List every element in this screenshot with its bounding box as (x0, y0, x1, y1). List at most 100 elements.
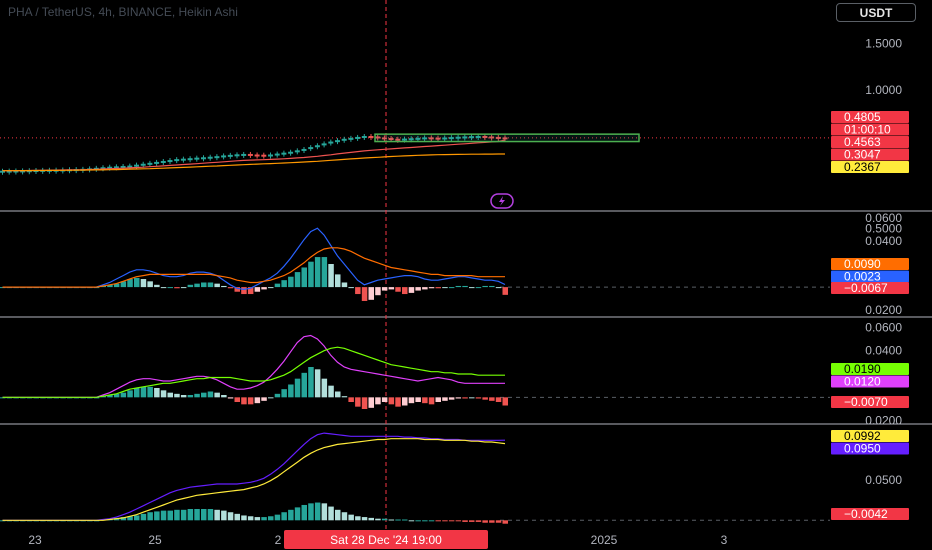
histogram-bar (462, 397, 468, 399)
price-label: 0.4805 (844, 110, 881, 124)
histogram-bar (147, 512, 153, 521)
indicator-label-bg (831, 396, 909, 408)
histogram-bar (415, 520, 421, 522)
candle (107, 166, 113, 169)
candle (375, 136, 381, 139)
histogram-bar (167, 510, 173, 521)
candle (100, 167, 106, 170)
histogram-bar (442, 520, 448, 522)
histogram-bar (167, 287, 173, 289)
histogram-bar (207, 391, 214, 398)
sma-slow-line (2, 153, 505, 172)
candle (268, 154, 273, 157)
candle (227, 154, 233, 157)
histogram-bar (234, 513, 240, 521)
histogram-bar (140, 279, 147, 288)
histogram-bar (127, 516, 133, 521)
histogram-bar (314, 369, 321, 398)
histogram-bar (120, 281, 127, 288)
candle (274, 153, 280, 156)
y-tick-label: 0.0500 (865, 473, 902, 487)
histogram-bar (247, 397, 254, 405)
histogram-bar (368, 397, 374, 408)
histogram-bar (314, 257, 321, 288)
histogram-bar (335, 391, 341, 398)
histogram-bar (341, 282, 348, 288)
candle (134, 164, 139, 167)
histogram-bar (154, 284, 160, 288)
candle (254, 154, 260, 157)
histogram-bar (455, 520, 462, 522)
histogram-bar (227, 397, 234, 399)
candle (140, 163, 146, 166)
indicator-label-bg (831, 375, 909, 388)
histogram-bar (241, 397, 247, 405)
candle (462, 136, 468, 139)
histogram-bar (274, 393, 281, 398)
candle (241, 153, 247, 156)
histogram-bar (495, 520, 502, 523)
histogram-bar (274, 283, 281, 288)
price-label-bg (831, 123, 909, 136)
histogram-bar (361, 517, 368, 521)
histogram-bar (428, 520, 435, 522)
price-label-bg (831, 111, 909, 123)
candle (388, 138, 394, 141)
histogram-bar (388, 519, 395, 521)
candle (221, 155, 227, 158)
candle (341, 138, 347, 141)
histogram-bar (234, 397, 240, 402)
histogram-bar (462, 285, 468, 288)
histogram-bar (435, 287, 441, 289)
histogram-bar (221, 285, 227, 288)
histogram-bar (469, 397, 475, 399)
candle (442, 137, 448, 140)
histogram-bar (120, 392, 127, 398)
histogram-bar (408, 287, 415, 293)
histogram-bar (221, 510, 227, 521)
histogram-bar (214, 509, 220, 521)
candle (301, 148, 307, 151)
line-orange-line (2, 247, 505, 288)
histogram-bar (201, 392, 207, 398)
histogram-bar (294, 272, 301, 288)
histogram-bar (201, 282, 207, 288)
histogram-bar (281, 280, 287, 288)
candle (368, 136, 374, 138)
histogram-bar (167, 392, 173, 398)
candle (308, 147, 314, 150)
histogram-bar (288, 384, 294, 398)
indicator-label-bg (831, 282, 909, 294)
histogram-bar (448, 397, 455, 400)
indicator-label: −0.0067 (844, 281, 888, 295)
histogram-bar (201, 509, 207, 521)
histogram-bar (422, 520, 428, 522)
candle (20, 170, 26, 173)
candle (187, 158, 193, 161)
candle (381, 137, 387, 140)
histogram-bar (127, 390, 133, 398)
histogram-bar (308, 503, 314, 521)
histogram-bar (268, 516, 274, 521)
y-tick-label: 0.0400 (865, 234, 902, 248)
symbol-header: PHA / TetherUS, 4h, BINANCE, Heikin Ashi (8, 5, 238, 19)
histogram-bar (341, 512, 348, 521)
candle (435, 137, 441, 140)
histogram-bar (469, 520, 475, 522)
histogram-bar (268, 287, 274, 289)
crosshair-date-label-bg (284, 530, 488, 549)
histogram-bar (475, 287, 482, 289)
histogram-bar (395, 287, 401, 292)
histogram-bar (408, 397, 415, 404)
lightning-icon[interactable] (490, 193, 514, 209)
histogram-bar (348, 397, 354, 402)
histogram-bar (402, 519, 408, 521)
histogram-bar (482, 397, 488, 400)
candle (469, 136, 474, 139)
histogram-bar (127, 279, 133, 288)
candle (321, 143, 327, 146)
x-tick-label: 25 (148, 533, 162, 547)
histogram-bar (254, 397, 261, 404)
currency-button[interactable]: USDT (836, 3, 916, 22)
